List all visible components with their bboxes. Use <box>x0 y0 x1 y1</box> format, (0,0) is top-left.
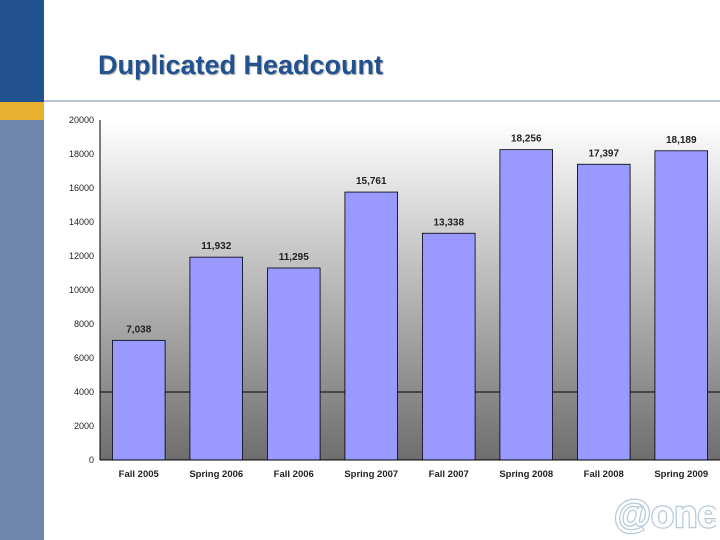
y-tick-label: 4000 <box>74 387 94 397</box>
bar <box>654 150 709 461</box>
x-tick-label: Fall 2005 <box>119 469 160 480</box>
bar <box>499 149 553 461</box>
bar <box>577 163 631 461</box>
bar <box>189 256 243 461</box>
y-tick-label: 8000 <box>74 319 94 329</box>
slide-title: Duplicated Headcount <box>98 50 384 80</box>
title-rule <box>44 100 720 102</box>
y-tick-label: 14000 <box>69 217 94 227</box>
sidebar-accent-band <box>0 102 44 120</box>
y-tick-label: 0 <box>89 455 94 465</box>
bar-chart: 0 2000 4000 6000 8000 10000 12000 14000 16000 180… <box>69 115 720 480</box>
x-tick-label: Fall 2007 <box>429 469 469 480</box>
one-logo: @one <box>613 494 716 536</box>
data-label: 17,397 <box>588 148 619 159</box>
x-tick-label: Spring 2009 <box>654 469 708 480</box>
data-label: 11,932 <box>201 241 231 252</box>
data-label: 13,338 <box>433 217 464 228</box>
logo-lettering: @one <box>614 494 716 536</box>
bar <box>266 267 321 461</box>
x-tick-label: Fall 2006 <box>274 469 314 480</box>
bar <box>344 191 398 461</box>
bar <box>112 339 166 461</box>
data-label: 15,761 <box>356 176 387 187</box>
y-tick-label: 16000 <box>69 183 94 193</box>
data-label: 18,256 <box>511 134 542 145</box>
y-tick-label: 18000 <box>69 149 94 159</box>
data-label: 7,038 <box>126 324 151 335</box>
data-label: 11,295 <box>279 252 309 263</box>
x-tick-label: Spring 2006 <box>189 469 243 480</box>
y-tick-label: 20000 <box>69 115 94 125</box>
x-tick-label: Spring 2007 <box>344 469 398 480</box>
x-tick-label: Spring 2008 <box>499 469 553 480</box>
y-tick-label: 12000 <box>69 251 94 261</box>
y-tick-label: 6000 <box>74 353 94 363</box>
sidebar-bottom-band <box>0 120 44 540</box>
y-tick-label: 2000 <box>74 421 94 431</box>
y-tick-label: 10000 <box>69 285 94 295</box>
sidebar-top-band <box>0 0 44 102</box>
bar <box>421 232 476 461</box>
x-tick-label: Fall 2008 <box>584 469 624 480</box>
data-label: 18,189 <box>666 135 697 146</box>
